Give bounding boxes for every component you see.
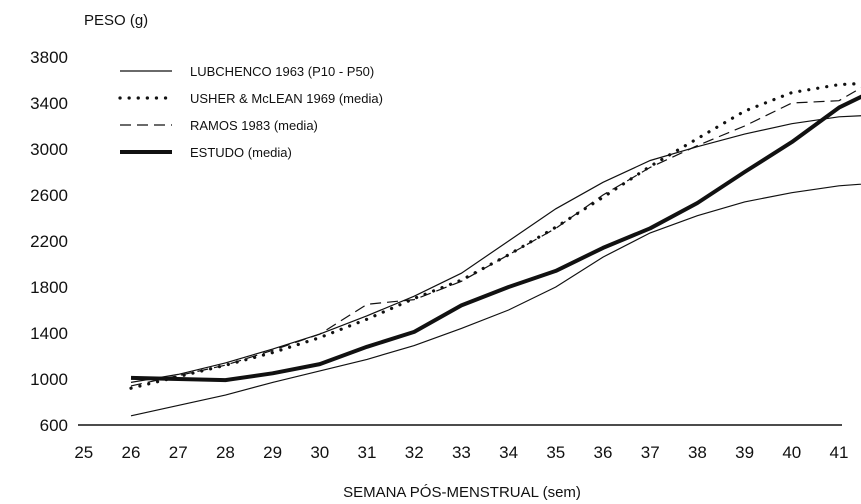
y-tick-label: 600: [40, 416, 68, 435]
series-path: [130, 183, 861, 417]
x-tick-label: 32: [405, 443, 424, 462]
legend-item: USHER & McLEAN 1969 (media): [118, 91, 383, 106]
legend-item: RAMOS 1983 (media): [120, 118, 318, 133]
series-lubchenco-line: [130, 183, 861, 417]
x-tick-label: 39: [735, 443, 754, 462]
series-path: [129, 81, 861, 390]
legend-item: ESTUDO (media): [120, 145, 292, 160]
x-tick-label: 37: [641, 443, 660, 462]
legend-item: LUBCHENCO 1963 (P10 - P50): [120, 64, 374, 79]
y-tick-label: 2600: [30, 186, 68, 205]
x-tick-label: 38: [688, 443, 707, 462]
y-tick-label: 3400: [30, 94, 68, 113]
y-tick-label: 1000: [30, 370, 68, 389]
y-tick-label: 2200: [30, 232, 68, 251]
y-tick-label: 1400: [30, 324, 68, 343]
x-tick-label: 40: [782, 443, 801, 462]
series-path: [130, 87, 861, 387]
legend-label: USHER & McLEAN 1969 (media): [190, 91, 383, 106]
x-tick-label: 26: [122, 443, 141, 462]
series-path: [130, 94, 861, 383]
x-tick-label: 25: [74, 443, 93, 462]
y-tick-label: 3800: [30, 48, 68, 67]
series-estudo-line: [130, 94, 861, 383]
x-tick-label: 35: [546, 443, 565, 462]
series-usher-line: [129, 81, 861, 390]
x-tick-label: 33: [452, 443, 471, 462]
x-tick-label: 27: [169, 443, 188, 462]
x-tick-label: 36: [594, 443, 613, 462]
x-axis-title: SEMANA PÓS-MENSTRUAL (sem): [343, 484, 581, 501]
series-ramos-line: [130, 87, 861, 387]
legend-label: ESTUDO (media): [190, 145, 292, 160]
x-tick-label: 30: [310, 443, 329, 462]
series-path: [130, 115, 861, 383]
x-tick-label: 41: [830, 443, 849, 462]
legend-label: LUBCHENCO 1963 (P10 - P50): [190, 64, 374, 79]
y-tick-label: 1800: [30, 278, 68, 297]
x-tick-label: 34: [499, 443, 518, 462]
tick-labels: 2526272829303132333435363738394041426001…: [30, 48, 849, 462]
x-tick-label: 31: [358, 443, 377, 462]
x-tick-label: 29: [263, 443, 282, 462]
series-group: [129, 81, 861, 417]
series-lubchenco-line: [130, 115, 861, 383]
x-tick-label: 28: [216, 443, 235, 462]
y-tick-label: 3000: [30, 140, 68, 159]
legend: LUBCHENCO 1963 (P10 - P50) USHER & McLEAN…: [118, 64, 383, 160]
y-axis-title: PESO (g): [84, 12, 148, 29]
legend-label: RAMOS 1983 (media): [190, 118, 318, 133]
